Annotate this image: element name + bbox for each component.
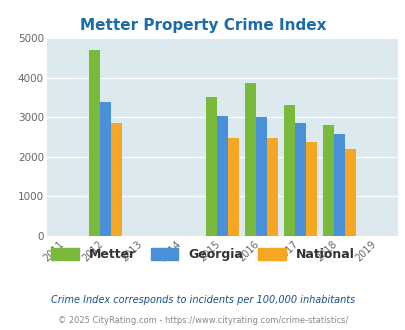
Bar <box>111 123 122 236</box>
Bar <box>227 138 238 236</box>
Bar <box>333 134 344 236</box>
Bar <box>344 149 355 236</box>
Bar <box>205 97 216 236</box>
Text: Crime Index corresponds to incidents per 100,000 inhabitants: Crime Index corresponds to incidents per… <box>51 295 354 305</box>
Bar <box>283 105 294 236</box>
Legend: Metter, Georgia, National: Metter, Georgia, National <box>46 243 359 266</box>
Text: Metter Property Crime Index: Metter Property Crime Index <box>79 18 326 33</box>
Bar <box>255 117 266 236</box>
Text: © 2025 CityRating.com - https://www.cityrating.com/crime-statistics/: © 2025 CityRating.com - https://www.city… <box>58 316 347 325</box>
Bar <box>244 83 255 236</box>
Bar <box>100 102 111 236</box>
Bar <box>322 125 333 236</box>
Bar <box>305 143 316 236</box>
Bar <box>294 123 305 236</box>
Bar <box>216 115 227 236</box>
Bar <box>89 50 100 236</box>
Bar <box>266 138 277 236</box>
